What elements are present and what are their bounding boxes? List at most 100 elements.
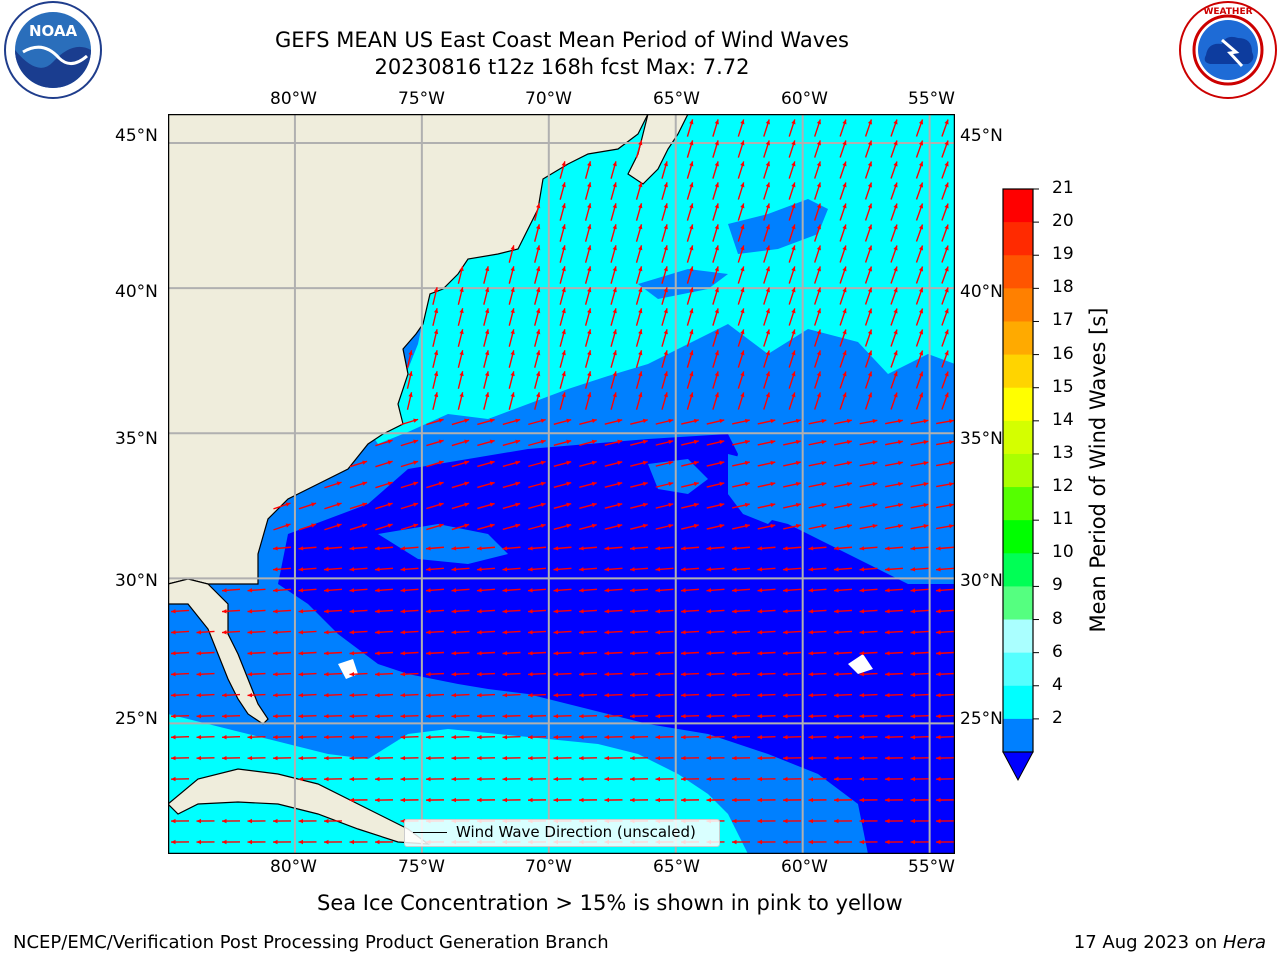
wind-wave-arrow — [349, 839, 368, 845]
wind-wave-arrow — [782, 651, 802, 656]
wind-wave-arrow — [859, 419, 878, 425]
wind-wave-arrow — [298, 651, 317, 656]
wind-wave-arrow — [686, 350, 694, 368]
wind-wave-arrow — [680, 546, 700, 551]
footer-left: NCEP/EMC/Verification Post Processing Pr… — [13, 932, 609, 953]
wind-wave-arrow — [553, 755, 572, 761]
wind-wave-arrow — [578, 713, 598, 719]
wind-wave-arrow — [610, 182, 617, 200]
wind-wave-arrow — [247, 588, 266, 593]
wind-wave-arrow — [655, 439, 674, 446]
wind-wave-arrow — [885, 461, 903, 467]
wind-wave-arrow — [298, 776, 317, 782]
wind-wave-arrow — [655, 797, 674, 803]
wind-wave-arrow — [221, 609, 241, 614]
wind-wave-arrow — [864, 182, 873, 200]
colorbar-label: Mean Period of Wind Waves [s] — [1086, 307, 1110, 633]
map-frame — [168, 114, 955, 854]
wind-wave-arrow — [833, 567, 853, 572]
colorbar-segment — [1003, 586, 1033, 621]
wind-wave-arrow — [782, 546, 802, 551]
wind-wave-arrow — [814, 245, 821, 263]
wind-wave-arrow — [884, 546, 904, 551]
wind-wave-arrow — [884, 776, 904, 782]
wind-wave-arrow — [712, 119, 719, 137]
wind-wave-arrow — [477, 460, 495, 468]
wind-wave-arrow — [578, 630, 598, 635]
wind-wave-arrow — [757, 693, 776, 698]
land-florida — [168, 578, 269, 725]
wind-wave-arrow — [400, 481, 419, 489]
lat-label-left: 35°N — [115, 429, 158, 449]
wind-wave-arrow — [553, 523, 572, 531]
footer-right: 17 Aug 2023 on Hera — [1074, 932, 1266, 953]
lon-label-bottom: 75°W — [398, 857, 445, 877]
wind-wave-arrow — [349, 546, 368, 551]
wind-wave-arrow — [584, 161, 592, 179]
wind-wave-arrow — [783, 460, 801, 467]
wind-wave-arrow — [935, 797, 955, 803]
wind-wave-arrow — [808, 502, 827, 509]
wind-wave-arrow — [680, 713, 700, 719]
wind-wave-arrow — [553, 502, 572, 510]
wind-wave-arrow — [604, 481, 623, 488]
wind-wave-arrow — [655, 672, 674, 677]
wind-wave-arrow — [629, 776, 649, 782]
wind-wave-arrow — [323, 672, 343, 677]
wind-wave-arrow — [196, 630, 215, 635]
wind-wave-arrow — [890, 287, 898, 305]
wind-wave-arrow — [604, 546, 623, 551]
wind-wave-arrow — [579, 481, 597, 488]
wind-wave-arrow — [374, 546, 394, 551]
wind-wave-arrow — [483, 329, 490, 347]
wind-wave-arrow — [451, 693, 470, 698]
wind-wave-arrow — [808, 546, 827, 551]
wind-wave-arrow — [834, 418, 852, 425]
wind-wave-arrow — [890, 350, 898, 368]
wind-wave-arrow — [814, 350, 821, 368]
wind-wave-arrow — [915, 350, 924, 368]
wind-wave-arrow — [814, 182, 821, 200]
wind-wave-arrow — [833, 588, 853, 593]
wind-wave-arrow — [553, 609, 572, 614]
wind-wave-arrow — [839, 119, 847, 137]
wind-wave-arrow — [635, 308, 643, 326]
wind-wave-arrow — [706, 502, 725, 509]
wind-wave-arrow — [630, 418, 648, 425]
wind-wave-arrow — [374, 588, 394, 593]
lat-label-left: 45°N — [115, 126, 158, 146]
wind-wave-arrow — [941, 182, 949, 200]
wind-wave-arrow — [451, 588, 470, 593]
wind-wave-arrow — [584, 371, 592, 389]
wind-wave-arrow — [757, 609, 776, 614]
wind-wave-arrow — [915, 266, 924, 284]
wind-wave-arrow — [788, 392, 796, 410]
wind-wave-arrow — [915, 329, 924, 347]
wind-wave-arrow — [712, 287, 719, 305]
wind-wave-arrow — [915, 224, 924, 242]
wind-wave-arrow — [425, 797, 445, 803]
wind-wave-arrow — [476, 588, 496, 593]
wind-wave-arrow — [451, 546, 470, 551]
wind-wave-arrow — [527, 651, 547, 656]
wind-wave-arrow — [655, 588, 674, 593]
wind-wave-arrow — [737, 266, 745, 284]
wind-wave-arrow — [712, 224, 719, 242]
wind-wave-arrow — [834, 460, 852, 467]
wind-wave-arrow — [298, 546, 317, 551]
colorbar-tick-label: 11 — [1052, 509, 1074, 530]
wind-wave-arrow — [527, 713, 547, 719]
wind-wave-arrow — [553, 546, 572, 551]
wind-wave-arrow — [247, 672, 266, 677]
wind-wave-arrow — [349, 797, 368, 803]
wind-wave-arrow — [706, 755, 725, 761]
wind-wave-arrow — [298, 839, 317, 845]
wind-wave-arrow — [737, 203, 745, 221]
wind-wave-arrow — [941, 161, 949, 179]
wind-wave-arrow — [323, 776, 343, 782]
wind-wave-arrow — [814, 161, 821, 179]
colorbar-segment — [1003, 255, 1033, 289]
wind-wave-arrow — [814, 224, 821, 242]
wind-wave-arrow — [534, 350, 541, 368]
wind-wave-arrow — [272, 693, 292, 698]
